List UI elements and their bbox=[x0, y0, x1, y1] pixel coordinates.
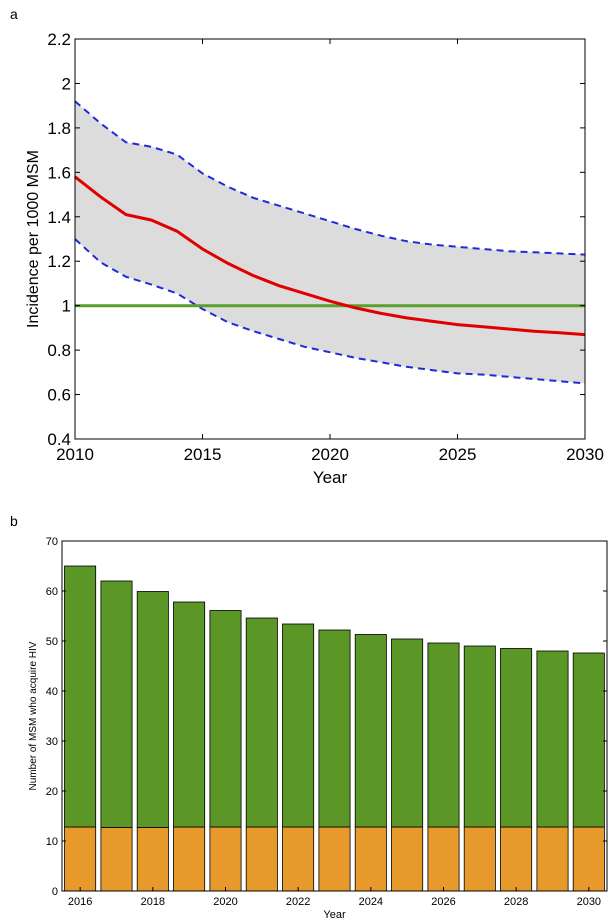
bar-segment-upper bbox=[64, 565, 97, 828]
x-tick-label: 2028 bbox=[504, 896, 528, 908]
bar-segment-upper bbox=[318, 629, 351, 828]
bar-segment-lower bbox=[64, 826, 97, 892]
bar-segment-upper bbox=[572, 652, 605, 828]
y-tick-label: 0.4 bbox=[47, 430, 71, 449]
panel-b-label: b bbox=[10, 513, 18, 529]
y-tick-label: 1.8 bbox=[47, 119, 71, 138]
y-axis-label: Number of MSM who acquire HIV bbox=[28, 641, 39, 790]
bar-segment-upper bbox=[536, 650, 569, 828]
y-axis-label: Incidence per 1000 MSM bbox=[25, 150, 42, 328]
x-tick-label: 2022 bbox=[286, 896, 310, 908]
bar-segment-upper bbox=[427, 642, 460, 828]
y-tick-label: 70 bbox=[46, 536, 58, 548]
x-tick-label: 2030 bbox=[566, 445, 604, 464]
x-tick-label: 2018 bbox=[141, 896, 165, 908]
x-tick-label: 2030 bbox=[577, 896, 601, 908]
y-tick-label: 30 bbox=[46, 736, 58, 748]
y-tick-label: 2 bbox=[62, 74, 71, 93]
y-tick-label: 1.6 bbox=[47, 163, 71, 182]
bar-segment-upper bbox=[209, 610, 242, 828]
bar-segment-lower bbox=[100, 827, 133, 892]
bar-segment-lower bbox=[282, 826, 315, 892]
x-axis-label: Year bbox=[323, 909, 346, 921]
y-tick-label: 20 bbox=[46, 786, 58, 798]
x-tick-label: 2010 bbox=[56, 445, 94, 464]
x-tick-label: 2015 bbox=[184, 445, 222, 464]
bar-segment-lower bbox=[572, 826, 605, 892]
y-tick-label: 1.4 bbox=[47, 208, 71, 227]
bar-segment-lower bbox=[173, 826, 206, 892]
bar-segment-upper bbox=[354, 634, 387, 828]
y-tick-label: 50 bbox=[46, 636, 58, 648]
x-tick-label: 2026 bbox=[431, 896, 455, 908]
y-tick-label: 60 bbox=[46, 586, 58, 598]
x-tick-label: 2025 bbox=[439, 445, 477, 464]
bar-segment-upper bbox=[391, 638, 424, 828]
bar-segment-lower bbox=[318, 826, 351, 892]
bar-segment-lower bbox=[500, 826, 533, 892]
median-line bbox=[74, 175, 586, 337]
bar-segment-upper bbox=[245, 617, 278, 828]
x-tick-label: 2016 bbox=[68, 896, 92, 908]
panel-a-label: a bbox=[10, 6, 18, 22]
bar-segment-upper bbox=[173, 601, 206, 828]
y-tick-label: 1 bbox=[62, 297, 71, 316]
bar-segment-upper bbox=[463, 645, 496, 828]
y-tick-label: 1.2 bbox=[47, 252, 71, 271]
bar-segment-lower bbox=[245, 826, 278, 892]
y-tick-label: 2.2 bbox=[47, 30, 71, 49]
plot-frame bbox=[61, 540, 608, 892]
incidence-chart: 0.4 0.6 0.8 1 1.2 1.4 1.6 1.8 2 2.2 2010 2015 2020 20… bbox=[25, 30, 604, 487]
bar-segment-upper bbox=[136, 591, 169, 828]
bar-segment-lower bbox=[209, 826, 242, 892]
lower-bound-line bbox=[74, 238, 586, 385]
y-tick-label: 0 bbox=[52, 886, 58, 898]
bar-segment-lower bbox=[391, 826, 424, 892]
x-tick-label: 2020 bbox=[213, 896, 237, 908]
bar-segment-lower bbox=[136, 827, 169, 892]
bar-segment-lower bbox=[463, 826, 496, 892]
y-tick-label: 10 bbox=[46, 836, 58, 848]
x-axis-label: Year bbox=[313, 468, 348, 487]
bar-segment-lower bbox=[536, 826, 569, 892]
bar-segment-lower bbox=[427, 826, 460, 892]
bar-segment-upper bbox=[282, 623, 315, 828]
uncertainty-band bbox=[75, 101, 585, 384]
y-tick-label: 0.6 bbox=[47, 386, 71, 405]
x-tick-label: 2020 bbox=[311, 445, 349, 464]
y-tick-label: 0.8 bbox=[47, 341, 71, 360]
upper-bound-line bbox=[74, 100, 586, 256]
bar-segment-lower bbox=[354, 826, 387, 892]
x-tick-label: 2024 bbox=[359, 896, 383, 908]
bar-segment-upper bbox=[500, 648, 533, 828]
bar-segment-upper bbox=[100, 580, 133, 828]
y-tick-label: 40 bbox=[46, 686, 58, 698]
